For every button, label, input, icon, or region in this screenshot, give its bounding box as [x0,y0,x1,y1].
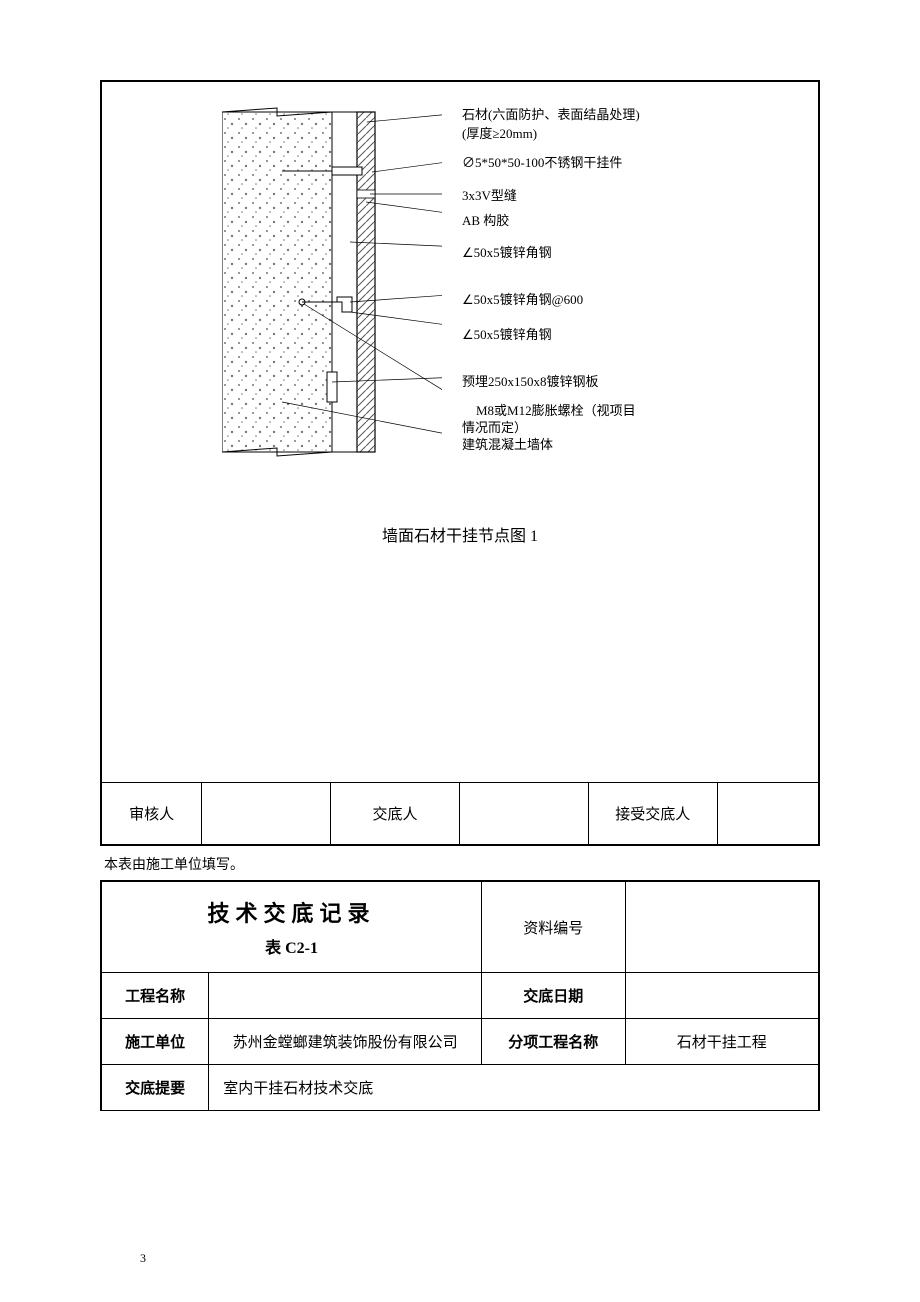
annotation-item: AB 构胶 [462,213,640,230]
summary-label: 交底提要 [101,1065,209,1111]
doc-number-label: 资料编号 [482,881,626,973]
project-name-value[interactable] [209,973,482,1019]
annotation-text: 建筑混凝土墙体 [462,437,553,454]
annotation-text: ∠50x5镀锌角钢 [462,245,552,262]
annotation-text: 预埋250x150x8镀锌钢板 [462,374,599,391]
annotation-text: AB 构胶 [462,213,509,230]
diagram-cell: 石材(六面防护、表面结晶处理) (厚度≥20mm) ∅5*50*50-100不锈… [102,82,818,782]
unit-label: 施工单位 [101,1019,209,1065]
signature-row: 审核人 交底人 接受交底人 [102,782,818,844]
annotation-text: ∠50x5镀锌角钢@600 [462,292,583,309]
receiver-label: 接受交底人 [589,783,718,844]
annotation-item: 建筑混凝土墙体 [462,437,640,454]
annotation-item: 石材(六面防护、表面结晶处理) [462,107,640,124]
receiver-value[interactable] [718,783,818,844]
subproject-value: 石材干挂工程 [625,1019,819,1065]
table-row: 技术交底记录 表 C2-1 资料编号 [101,881,819,973]
annotation-text: ∠50x5镀锌角钢 [462,327,552,344]
annotation-item: ∠50x5镀锌角钢 [462,327,640,344]
reviewer-value[interactable] [202,783,331,844]
summary-value: 室内干挂石材技术交底 [209,1065,819,1111]
section-diagram [222,102,442,462]
annotation-text: 情况而定） [462,420,527,437]
annotation-text: ∅5*50*50-100不锈钢干挂件 [462,155,622,172]
submitter-label: 交底人 [331,783,460,844]
record-header: 技术交底记录 表 C2-1 [101,881,482,973]
table-row: 交底提要 室内干挂石材技术交底 [101,1065,819,1111]
annotation-text: (厚度≥20mm) [462,126,537,143]
main-frame: 石材(六面防护、表面结晶处理) (厚度≥20mm) ∅5*50*50-100不锈… [100,80,820,846]
table-row: 工程名称 交底日期 [101,973,819,1019]
annotation-text: M8或M12膨胀螺栓（视项目 [476,403,636,420]
table-row: 施工单位 苏州金螳螂建筑装饰股份有限公司 分项工程名称 石材干挂工程 [101,1019,819,1065]
annotation-list: 石材(六面防护、表面结晶处理) (厚度≥20mm) ∅5*50*50-100不锈… [462,107,640,462]
submitter-value[interactable] [460,783,589,844]
annotation-item: (厚度≥20mm) [462,126,640,143]
diagram-caption: 墙面石材干挂节点图 1 [122,522,798,546]
subproject-label: 分项工程名称 [482,1019,626,1065]
project-name-label: 工程名称 [101,973,209,1019]
date-label: 交底日期 [482,973,626,1019]
annotation-item: 预埋250x150x8镀锌钢板 [462,374,640,391]
annotation-text: 石材(六面防护、表面结晶处理) [462,107,640,124]
annotation-text: 3x3V型缝 [462,188,517,205]
date-value[interactable] [625,973,819,1019]
record-title: 技术交底记录 [110,896,473,928]
annotation-item: 情况而定） [462,420,640,437]
diagram-area: 石材(六面防护、表面结晶处理) (厚度≥20mm) ∅5*50*50-100不锈… [122,102,798,482]
unit-value: 苏州金螳螂建筑装饰股份有限公司 [209,1019,482,1065]
page-number: 3 [140,1251,146,1266]
note-below-table: 本表由施工单位填写。 [104,854,820,874]
lower-record-table: 技术交底记录 表 C2-1 资料编号 工程名称 交底日期 施工单位 苏州金螳螂建… [100,880,820,1111]
annotation-item: M8或M12膨胀螺栓（视项目 [462,403,640,420]
annotation-item: ∠50x5镀锌角钢@600 [462,292,640,309]
doc-number-value[interactable] [625,881,819,973]
annotation-item: 3x3V型缝 [462,188,640,205]
annotation-item: ∅5*50*50-100不锈钢干挂件 [462,155,640,172]
record-subtitle: 表 C2-1 [265,940,318,957]
reviewer-label: 审核人 [102,783,202,844]
annotation-item: ∠50x5镀锌角钢 [462,245,640,262]
